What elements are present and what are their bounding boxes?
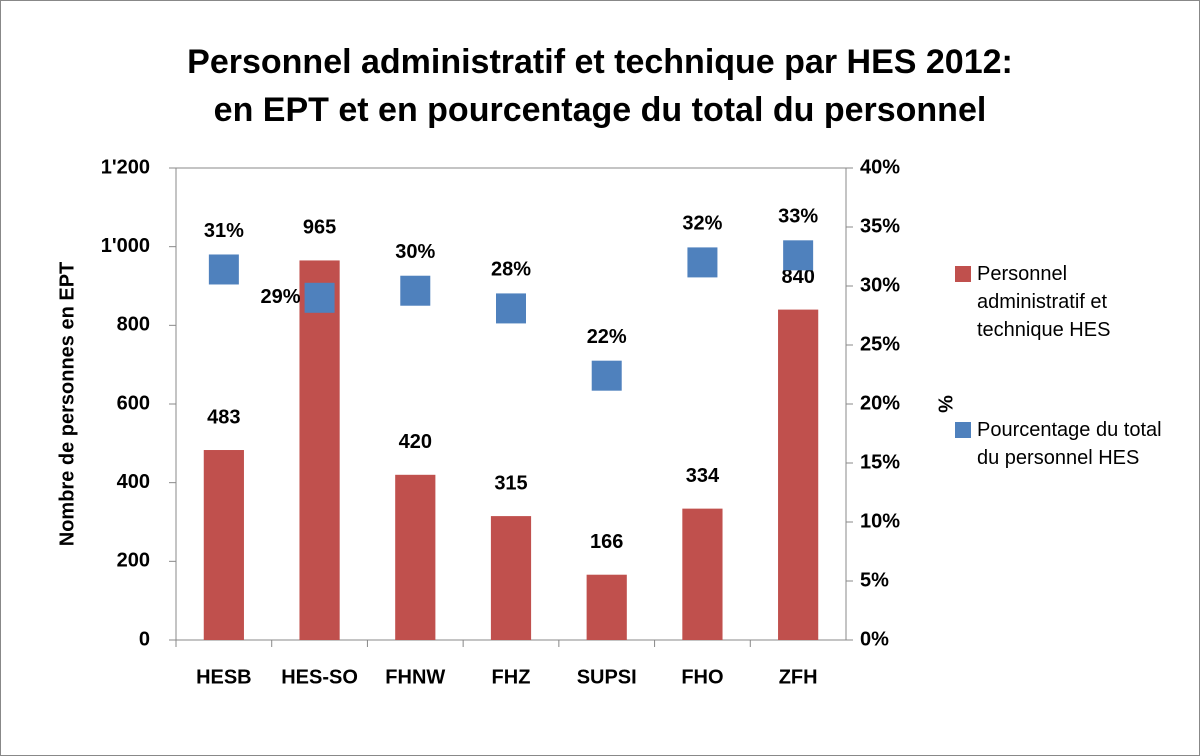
legend-label: Personnel administratif et technique HES (977, 263, 1111, 341)
marker (400, 275, 431, 306)
y2-tick-label: 0% (860, 628, 889, 650)
chart-title: en EPT et en pourcentage du total du per… (214, 91, 987, 129)
y2-axis-title: % (934, 395, 956, 413)
y2-tick-label: 20% (860, 392, 900, 414)
marker-value-label: 28% (491, 259, 531, 281)
marker (208, 254, 239, 285)
marker-value-label: 31% (204, 220, 244, 242)
y2-tick-label: 30% (860, 274, 900, 296)
marker (687, 247, 718, 278)
y-tick-label: 1'200 (101, 156, 150, 178)
bar (682, 508, 723, 640)
y-tick-label: 600 (117, 392, 150, 414)
y-tick-label: 800 (117, 314, 150, 336)
marker-value-label: 29% (261, 286, 301, 308)
marker-value-label: 33% (778, 206, 818, 228)
y2-tick-label: 15% (860, 451, 900, 473)
legend-item: Pourcentage du total du personnel HES (955, 416, 1165, 472)
x-tick-label: HES-SO (281, 666, 358, 688)
marker-value-label: 32% (682, 213, 722, 235)
marker-value-label: 30% (395, 241, 435, 263)
bar (299, 260, 340, 640)
x-tick-label: FHO (681, 666, 723, 688)
legend-swatch (955, 266, 971, 282)
bar-value-label: 166 (590, 531, 623, 553)
bar-value-label: 483 (207, 406, 240, 428)
legend-swatch (955, 422, 971, 438)
y-axis-title: Nombre de personnes en EPT (56, 262, 78, 547)
bar (395, 474, 436, 640)
bar (586, 574, 627, 640)
x-tick-label: HESB (196, 666, 252, 688)
bar (778, 309, 819, 640)
legend-label: Pourcentage du total du personnel HES (977, 419, 1162, 469)
x-tick-label: FHNW (385, 666, 445, 688)
bar-value-label: 840 (781, 266, 814, 288)
chart-title: Personnel administratif et technique par… (187, 43, 1013, 81)
bar (490, 516, 532, 640)
y-tick-label: 200 (117, 550, 150, 572)
bar-value-label: 334 (686, 465, 720, 487)
marker (496, 293, 526, 324)
marker (591, 360, 622, 391)
y-tick-label: 400 (117, 471, 150, 493)
marker (304, 282, 335, 313)
marker-value-label: 22% (587, 326, 627, 348)
bar-value-label: 315 (494, 472, 527, 494)
y2-tick-label: 25% (860, 333, 900, 355)
marker (783, 240, 814, 271)
legend-item: Personnel administratif et technique HES (955, 260, 1165, 344)
bar-value-label: 420 (399, 431, 432, 453)
x-tick-label: SUPSI (577, 666, 637, 688)
y-tick-label: 0 (139, 628, 150, 650)
bar (203, 450, 244, 640)
y-tick-label: 1'000 (101, 235, 150, 257)
y2-tick-label: 40% (860, 156, 900, 178)
x-tick-label: FHZ (492, 666, 531, 688)
bar-value-label: 965 (303, 217, 336, 239)
y2-tick-label: 10% (860, 510, 900, 532)
y2-tick-label: 5% (860, 569, 889, 591)
x-tick-label: ZFH (779, 666, 818, 688)
y2-tick-label: 35% (860, 215, 900, 237)
